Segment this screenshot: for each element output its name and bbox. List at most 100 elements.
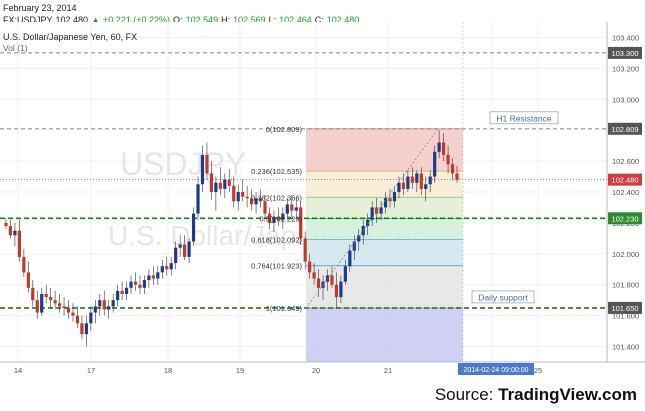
candle-body: [156, 272, 160, 279]
candle-body: [330, 275, 334, 285]
candle-body: [299, 207, 303, 239]
candle-body: [142, 280, 147, 288]
candle-body: [107, 306, 111, 310]
candle-body: [8, 226, 13, 236]
candle-body: [40, 294, 44, 313]
candle-body: [285, 204, 289, 214]
candle-body: [388, 198, 392, 202]
x-tick-label: 17: [87, 366, 95, 375]
time-cursor-box: [458, 363, 534, 375]
candle-body: [227, 179, 231, 186]
price-tag-box: [608, 46, 642, 59]
fib-level-label: 0.5(102.229): [259, 214, 302, 223]
y-tick-label: 103.400: [612, 33, 639, 42]
price-tag-box: [608, 301, 642, 314]
price-labels: 103.300 102.809 102.480 102.230 101.650: [608, 46, 642, 314]
horizontal-lines[interactable]: [0, 52, 607, 309]
candle-body: [13, 230, 17, 236]
candle-body: [343, 266, 347, 282]
candle-body: [26, 272, 30, 288]
candle-body: [236, 192, 240, 202]
chart-header: February 23, 2014 FX:USDJPY 102.480 ▲ +0.22…: [3, 2, 362, 26]
candle-body: [383, 198, 388, 208]
candle-body: [84, 323, 88, 335]
x-tick-label: 14: [14, 366, 22, 375]
y-tick-label: 102.000: [612, 250, 639, 259]
open-value: 102.549: [185, 15, 219, 25]
price-tag-label: 102.480: [611, 176, 638, 185]
price-tag-label: 102.230: [611, 214, 638, 223]
candle-body: [160, 266, 164, 273]
fib-zone: [306, 265, 463, 309]
volume-label: Vol (1): [3, 43, 28, 53]
y-tick-label: 102.600: [612, 157, 639, 166]
candle-body: [245, 196, 249, 199]
candle-body: [397, 182, 401, 192]
candle-body: [183, 244, 187, 257]
source-brand: TradingView.com: [498, 385, 637, 404]
candle-body: [111, 300, 115, 307]
candle-body: [276, 216, 280, 220]
candle-body: [267, 213, 272, 223]
last-price: 102.480: [55, 15, 89, 25]
source-credit: Source: TradingView.com: [435, 385, 637, 405]
candle-body: [410, 176, 414, 183]
candle-body: [450, 164, 455, 174]
candle-body: [31, 287, 35, 301]
price-tag-label: 102.809: [611, 125, 638, 134]
fib-extension-zone: [306, 308, 463, 362]
low-label: L:: [268, 15, 277, 25]
candle-body: [98, 300, 102, 307]
ohlc-row: FX:USDJPY 102.480 ▲ +0.221 (+0.22%) O: 102.54…: [3, 14, 362, 26]
fib-zone: [306, 239, 463, 266]
chart-title: U.S. Dollar/Japanese Yen, 60, FX: [3, 32, 137, 42]
candle-body: [71, 312, 75, 316]
symbol-label[interactable]: FX:USDJPY: [3, 15, 53, 25]
candle-body: [375, 207, 379, 214]
candle-body: [53, 300, 57, 304]
fibonacci-zones[interactable]: [306, 128, 463, 362]
candle-body: [357, 235, 361, 242]
candle-body: [290, 204, 294, 211]
candle-body: [437, 142, 441, 152]
candle-body: [442, 142, 446, 155]
candle-body: [4, 222, 8, 226]
fibonacci-trend-line[interactable]: [305, 128, 439, 309]
source-prefix: Source:: [434, 385, 499, 404]
candle-body: [44, 294, 48, 298]
candle-body: [232, 185, 236, 202]
y-tick-label: 101.800: [612, 281, 639, 290]
price-tag-label: 103.300: [611, 49, 638, 58]
candle-body: [348, 250, 352, 267]
annotations[interactable]: H1 Resistance Daily support: [471, 111, 559, 304]
price-change: +0.221 (+0.22%): [102, 15, 171, 25]
fib-zone: [306, 197, 463, 219]
candle-body: [223, 179, 227, 189]
candle-body: [49, 297, 53, 301]
candlesticks[interactable]: [4, 130, 459, 347]
y-tick-label: 102.400: [612, 188, 639, 197]
y-tick-label: 103.000: [612, 95, 639, 104]
candle-body: [433, 151, 437, 177]
candle-body: [446, 154, 450, 165]
fib-zone: [306, 218, 463, 240]
candle-body: [424, 184, 428, 189]
y-tick-label: 101.600: [612, 312, 639, 321]
x-tick-label: 19: [236, 366, 244, 375]
candle-body: [116, 290, 120, 301]
candle-body: [370, 207, 374, 220]
candle-body: [196, 184, 200, 214]
price-tag-box: [608, 212, 642, 225]
candle-body: [165, 266, 169, 270]
candle-body: [120, 290, 124, 294]
candle-body: [419, 173, 423, 189]
fib-level-label: 0.618(102.092): [251, 236, 302, 245]
candle-body: [401, 182, 406, 189]
candle-body: [339, 281, 343, 298]
candle-body: [258, 198, 263, 202]
candle-body: [428, 176, 432, 185]
candle-body: [75, 315, 80, 324]
fib-level-label: 0.236(102.535): [251, 167, 302, 176]
annotation-text: H1 Resistance: [496, 113, 552, 123]
